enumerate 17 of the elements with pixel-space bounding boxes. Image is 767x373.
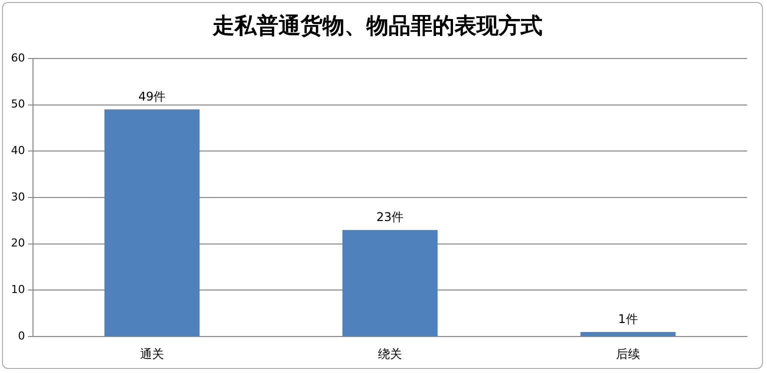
bar: [104, 109, 200, 336]
data-label: 23件: [376, 210, 404, 224]
y-tick-label: 20: [10, 236, 25, 250]
y-tick-label: 50: [10, 98, 25, 111]
y-tick-label: 40: [10, 144, 25, 157]
y-tick-label: 0: [18, 329, 25, 342]
x-tick-label: 通关: [140, 346, 164, 361]
chart-title: 走私普通货物、物品罪的表现方式: [212, 12, 542, 39]
x-tick-label: 后续: [616, 346, 640, 361]
y-tick-label: 30: [10, 190, 25, 204]
bar: [580, 332, 676, 336]
y-tick-label: 60: [10, 51, 25, 64]
bar: [342, 230, 438, 336]
data-label: 49件: [138, 90, 166, 104]
data-label: 1件: [618, 312, 638, 326]
y-tick-label: 10: [10, 283, 25, 296]
x-tick-label: 绕关: [378, 346, 402, 361]
